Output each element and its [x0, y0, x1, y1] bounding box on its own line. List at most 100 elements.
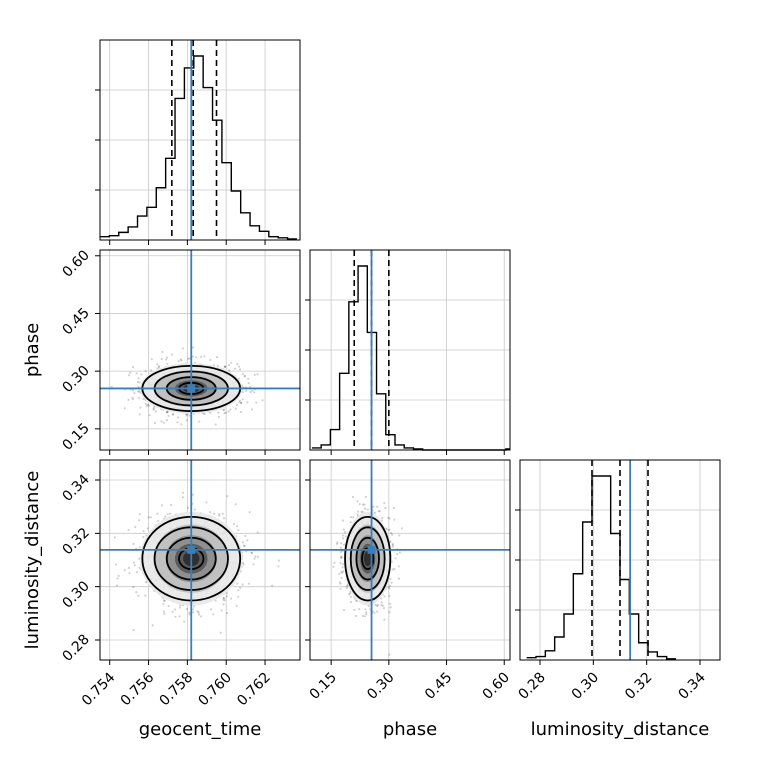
sample-point	[172, 412, 175, 416]
y-tick-label-phase: 0.60	[59, 247, 92, 280]
sample-point	[340, 542, 343, 545]
sample-point	[240, 401, 243, 404]
sample-point	[132, 366, 135, 369]
sample-point	[237, 528, 240, 532]
sample-point	[225, 612, 229, 615]
sample-point	[340, 557, 343, 560]
x-tick-label-luminosity_distance: 0.30	[569, 670, 602, 703]
sample-point	[166, 362, 169, 366]
sample-point	[154, 410, 157, 413]
sample-point	[135, 571, 139, 574]
sample-point	[341, 519, 345, 522]
sample-point	[193, 508, 196, 511]
sample-point	[239, 586, 242, 590]
sample-point	[186, 506, 189, 509]
sample-point	[157, 365, 160, 368]
sample-point	[127, 566, 130, 570]
sample-point	[162, 599, 166, 602]
sample-point	[142, 535, 145, 539]
sample-point	[115, 584, 119, 587]
sample-point	[400, 527, 404, 530]
y-tick-label-luminosity_distance: 0.30	[59, 578, 92, 611]
contour-line	[355, 536, 380, 581]
sample-point	[137, 594, 140, 597]
sample-point	[136, 380, 139, 384]
sample-point	[381, 516, 384, 520]
sample-point	[229, 408, 232, 411]
sample-point	[237, 589, 240, 592]
sample-point	[123, 569, 126, 572]
sample-point	[138, 390, 141, 393]
sample-point	[142, 530, 145, 533]
sample-point	[333, 561, 336, 564]
sample-point	[235, 604, 238, 608]
y-tick-label-phase: 0.30	[59, 363, 92, 396]
sample-point	[181, 496, 184, 499]
sample-point	[137, 519, 141, 522]
sample-point	[179, 358, 182, 361]
sample-point	[342, 537, 345, 540]
sample-point	[209, 510, 212, 514]
sample-point	[178, 606, 181, 609]
sample-point	[253, 557, 256, 560]
sample-point	[249, 390, 252, 394]
sample-point	[365, 613, 368, 616]
sample-point	[177, 360, 180, 363]
sample-point	[340, 555, 343, 559]
y-tick-label-phase: 0.15	[59, 420, 92, 453]
panel-frame-geocent_time-phase	[99, 249, 301, 451]
sample-point	[241, 390, 245, 394]
sample-point	[238, 399, 242, 402]
sample-point	[138, 381, 141, 384]
sample-point	[233, 367, 237, 370]
sample-point	[364, 608, 367, 611]
sample-point	[383, 595, 386, 598]
sample-point	[179, 604, 182, 607]
sample-point	[350, 516, 353, 519]
x-tick-label-phase: 0.30	[364, 670, 397, 703]
sample-point	[398, 551, 402, 554]
sample-point	[247, 377, 250, 380]
sample-point	[256, 531, 259, 534]
sample-point	[170, 353, 174, 356]
sample-point	[366, 508, 369, 511]
sample-point	[391, 544, 394, 547]
sample-point	[240, 401, 243, 404]
sample-point	[377, 509, 380, 513]
sample-point	[165, 419, 169, 422]
sample-point	[235, 403, 238, 407]
sample-point	[271, 584, 274, 587]
sample-point	[192, 346, 195, 349]
sample-point	[234, 407, 237, 410]
sample-point	[362, 503, 365, 506]
sample-point	[250, 408, 254, 411]
sample-point	[391, 533, 394, 536]
sample-point	[133, 564, 136, 567]
sample-point	[343, 543, 346, 546]
sample-point	[161, 504, 164, 507]
sample-point	[340, 555, 343, 559]
sample-point	[132, 585, 135, 589]
panel-frame-diag-phase	[309, 249, 511, 451]
sample-point	[397, 577, 401, 580]
sample-point	[239, 410, 242, 414]
sample-point	[222, 596, 226, 600]
sample-point	[138, 546, 141, 549]
sample-point	[243, 375, 246, 378]
sample-point	[222, 517, 226, 520]
sample-point	[388, 517, 391, 520]
sample-point	[378, 510, 381, 513]
histogram-luminosity_distance	[526, 475, 676, 660]
contour-line	[349, 526, 386, 591]
density-group-phase-luminosity_distance	[332, 495, 404, 656]
sample-point	[181, 347, 185, 350]
sample-point	[188, 414, 191, 417]
sample-point	[238, 368, 242, 371]
x-tick-label-geocent_time: 0.758	[157, 670, 197, 710]
sample-point	[138, 566, 141, 570]
x-tick-label-luminosity_distance: 0.32	[622, 670, 655, 703]
sample-point	[174, 615, 177, 618]
sample-point	[234, 503, 237, 506]
sample-point	[242, 563, 245, 566]
sample-point	[196, 610, 199, 613]
